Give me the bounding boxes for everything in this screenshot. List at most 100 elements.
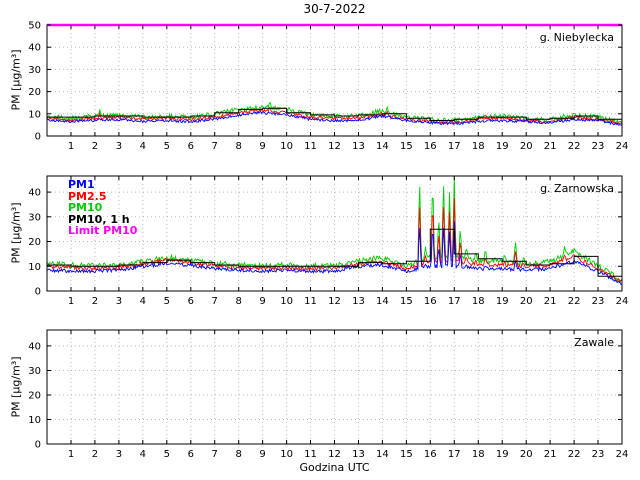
- x-tick-label: 8: [236, 449, 242, 460]
- y-tick-label: 40: [28, 188, 41, 199]
- x-tick-label: 21: [544, 449, 557, 460]
- x-tick-label: 1: [68, 141, 74, 152]
- x-tick-label: 2: [92, 296, 98, 307]
- x-tick-label: 4: [140, 449, 146, 460]
- x-tick-label: 12: [328, 141, 341, 152]
- x-tick-label: 2: [92, 449, 98, 460]
- x-tick-label: 12: [328, 449, 341, 460]
- x-tick-label: 17: [448, 141, 461, 152]
- x-tick-label: 3: [116, 141, 122, 152]
- y-tick-label: 20: [28, 391, 41, 402]
- x-tick-label: 10: [280, 296, 293, 307]
- x-tick-label: 15: [400, 449, 413, 460]
- x-tick-label: 21: [544, 141, 557, 152]
- x-tick-label: 5: [164, 449, 170, 460]
- y-tick-label: 50: [28, 21, 41, 32]
- legend-item-pm25: PM2.5: [68, 189, 107, 203]
- x-tick-label: 3: [116, 449, 122, 460]
- x-tick-label: 8: [236, 141, 242, 152]
- x-tick-label: 19: [496, 296, 509, 307]
- x-tick-label: 20: [520, 449, 533, 460]
- x-tick-label: 10: [280, 449, 293, 460]
- x-tick-label: 22: [568, 296, 581, 307]
- x-tick-label: 5: [164, 296, 170, 307]
- x-tick-label: 7: [212, 141, 218, 152]
- x-tick-label: 14: [376, 449, 389, 460]
- x-tick-label: 4: [140, 296, 146, 307]
- x-tick-label: 24: [616, 141, 629, 152]
- x-tick-label: 20: [520, 296, 533, 307]
- y-tick-label: 10: [28, 109, 41, 120]
- x-tick-label: 20: [520, 141, 533, 152]
- x-tick-label: 4: [140, 141, 146, 152]
- figure-title: 30-7-2022: [303, 2, 366, 16]
- y-tick-label: 40: [28, 341, 41, 352]
- x-tick-label: 12: [328, 296, 341, 307]
- y-tick-label: 30: [28, 366, 41, 377]
- x-tick-label: 9: [259, 141, 265, 152]
- x-tick-label: 1: [68, 449, 74, 460]
- x-tick-label: 16: [424, 296, 437, 307]
- x-tick-label: 7: [212, 449, 218, 460]
- x-tick-label: 1: [68, 296, 74, 307]
- y-axis-label-panel1: PM [µg/m³]: [9, 49, 23, 111]
- x-tick-label: 18: [472, 141, 485, 152]
- x-tick-label: 6: [188, 141, 194, 152]
- x-tick-label: 22: [568, 449, 581, 460]
- x-tick-label: 22: [568, 141, 581, 152]
- x-tick-label: 8: [236, 296, 242, 307]
- site-label-zarnowska: g. Zarnowska: [540, 182, 614, 195]
- x-tick-label: 21: [544, 296, 557, 307]
- legend-item-limit-pm10: Limit PM10: [68, 224, 138, 237]
- site-label-niebylecka: g. Niebylecka: [539, 31, 614, 44]
- site-label-zawale: Zawale: [574, 336, 614, 349]
- legend: PM1 PM2.5 PM10 PM10, 1 h Limit PM10: [68, 179, 137, 237]
- x-tick-label: 2: [92, 141, 98, 152]
- legend-item-pm1: PM1: [68, 178, 95, 191]
- y-tick-label: 20: [28, 87, 41, 98]
- x-tick-label: 5: [164, 141, 170, 152]
- x-tick-label: 9: [259, 296, 265, 307]
- x-tick-label: 24: [616, 449, 629, 460]
- x-tick-label: 23: [592, 141, 605, 152]
- x-tick-label: 19: [496, 449, 509, 460]
- x-tick-label: 7: [212, 296, 218, 307]
- x-tick-label: 3: [116, 296, 122, 307]
- x-tick-label: 13: [352, 449, 365, 460]
- y-tick-label: 30: [28, 65, 41, 76]
- x-tick-label: 15: [400, 296, 413, 307]
- legend-item-pm10: PM10: [68, 201, 103, 214]
- x-tick-label: 11: [304, 296, 317, 307]
- x-tick-label: 18: [472, 449, 485, 460]
- y-tick-label: 0: [35, 440, 41, 451]
- legend-item-pm10-1h: PM10, 1 h: [68, 212, 130, 226]
- y-axis-label-panel2: PM [µg/m³]: [9, 202, 23, 264]
- x-tick-label: 11: [304, 449, 317, 460]
- x-tick-label: 24: [616, 296, 629, 307]
- x-tick-label: 9: [259, 449, 265, 460]
- x-tick-label: 15: [400, 141, 413, 152]
- y-tick-label: 0: [35, 132, 41, 143]
- x-tick-label: 6: [188, 296, 194, 307]
- x-tick-label: 6: [188, 449, 194, 460]
- x-tick-label: 18: [472, 296, 485, 307]
- y-tick-label: 30: [28, 212, 41, 223]
- y-tick-label: 40: [28, 43, 41, 54]
- y-tick-label: 10: [28, 262, 41, 273]
- x-tick-label: 23: [592, 449, 605, 460]
- x-tick-label: 17: [448, 449, 461, 460]
- y-tick-label: 20: [28, 237, 41, 248]
- y-tick-label: 0: [35, 287, 41, 298]
- x-tick-label: 13: [352, 296, 365, 307]
- x-tick-label: 16: [424, 141, 437, 152]
- x-tick-label: 11: [304, 141, 317, 152]
- x-tick-label: 13: [352, 141, 365, 152]
- x-tick-label: 14: [376, 141, 389, 152]
- x-tick-label: 10: [280, 141, 293, 152]
- x-axis-label: Godzina UTC: [299, 461, 370, 474]
- x-tick-label: 17: [448, 296, 461, 307]
- x-tick-label: 23: [592, 296, 605, 307]
- x-tick-label: 19: [496, 141, 509, 152]
